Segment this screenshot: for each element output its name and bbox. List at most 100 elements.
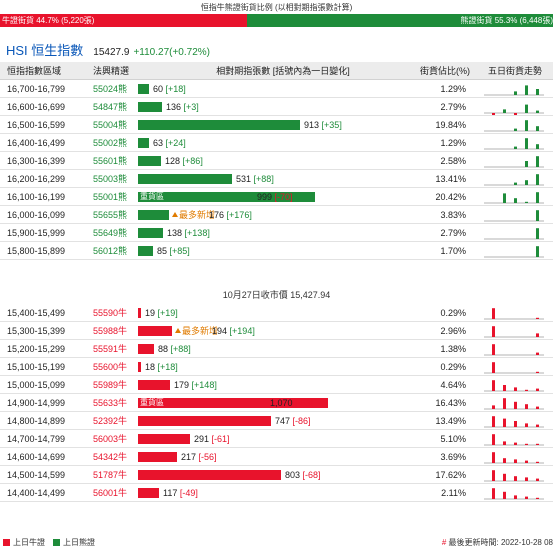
pct-cell: 5.10% [440, 434, 466, 444]
contracts-cell: 最多新增 194 [+194] [138, 322, 428, 340]
range-cell: 15,000-15,099 [7, 380, 66, 390]
sparkline-bar [536, 443, 539, 445]
contracts-value: 60 [153, 84, 164, 94]
sparkline-bar [536, 246, 539, 257]
table-row: 16,400-16,499 55002熊 63 [+24] 1.29% [0, 134, 553, 152]
warrant-code-link[interactable]: 55590牛 [93, 308, 128, 318]
most-added-tag: 最多新增 [172, 206, 215, 224]
contracts-delta: [-70] [274, 192, 293, 202]
trend-sparkline [484, 206, 546, 224]
trend-sparkline [484, 412, 546, 430]
contracts-label: 194 [+194] [212, 322, 255, 340]
triangle-up-icon [175, 328, 181, 333]
table-row: 15,000-15,099 55989牛 179 [+148] 4.64% [0, 376, 553, 394]
table-row: 15,400-15,499 55590牛 19 [+19] 0.29% [0, 304, 553, 322]
pct-cell: 1.29% [440, 138, 466, 148]
warrant-code-link[interactable]: 55001熊 [93, 192, 128, 202]
warrant-code-link[interactable]: 56001牛 [93, 488, 128, 498]
warrant-code-link[interactable]: 55004熊 [93, 120, 128, 130]
contracts-value: 128 [165, 156, 181, 166]
pct-cell: 3.83% [440, 210, 466, 220]
warrant-code-link[interactable]: 55600牛 [93, 362, 128, 372]
warrant-code-link[interactable]: 55024熊 [93, 84, 128, 94]
table-row: 15,900-15,999 55649熊 138 [+138] 2.79% [0, 224, 553, 242]
contracts-cell: 最多新增 176 [+176] [138, 206, 428, 224]
contracts-delta: [-61] [211, 434, 230, 444]
sparkline-bar [514, 198, 517, 203]
warrant-code-link[interactable]: 55989牛 [93, 380, 128, 390]
legend-bear: 上日熊證 [53, 537, 95, 548]
range-cell: 14,800-14,899 [7, 416, 66, 426]
column-header-code: 法興精選 [93, 66, 130, 76]
range-cell: 14,900-14,999 [7, 398, 66, 408]
pct-cell: 17.62% [435, 470, 466, 480]
contracts-label: 117 [-49] [163, 484, 198, 502]
pct-cell: 1.29% [440, 84, 466, 94]
sparkline-bar [514, 476, 517, 481]
range-cell: 16,200-16,299 [7, 174, 66, 184]
warrant-code-link[interactable]: 56003牛 [93, 434, 128, 444]
warrant-code-link[interactable]: 51787牛 [93, 470, 128, 480]
contracts-label: 19 [+19] [145, 304, 178, 322]
trend-sparkline [484, 394, 546, 412]
bear-rows: 16,700-16,799 55024熊 60 [+18] 1.29% 16,600-1… [0, 80, 553, 260]
warrant-code-link[interactable]: 55601熊 [93, 156, 128, 166]
warrant-code-link[interactable]: 55003熊 [93, 174, 128, 184]
warrant-code-link[interactable]: 55002熊 [93, 138, 128, 148]
trend-sparkline [484, 376, 546, 394]
warrant-code-link[interactable]: 54847熊 [93, 102, 128, 112]
table-row: 14,800-14,899 52392牛 747 [-86] 13.49% [0, 412, 553, 430]
contracts-cell: 217 [-56] [138, 448, 428, 466]
contracts-value: 194 [212, 326, 228, 336]
trend-sparkline [484, 304, 546, 322]
triangle-up-icon [172, 212, 178, 217]
warrant-code-link[interactable]: 55988牛 [93, 326, 128, 336]
contracts-bar [138, 470, 281, 480]
pct-cell: 2.79% [440, 102, 466, 112]
contracts-delta: [-49] [179, 488, 198, 498]
sparkline-chart [484, 434, 544, 446]
contracts-bar [138, 192, 315, 202]
sparkline-bar [514, 91, 517, 95]
warrant-code-link[interactable]: 55591牛 [93, 344, 128, 354]
contracts-label: 803 [-68] [285, 466, 321, 484]
warrant-code-link[interactable]: 56012熊 [93, 246, 128, 256]
index-name[interactable]: HSI 恒生指數 [6, 43, 84, 58]
sparkline-bar [536, 406, 539, 409]
sparkline-bar [514, 442, 517, 445]
sparkline-bar [503, 418, 506, 427]
sparkline-chart [484, 362, 544, 374]
trend-sparkline [484, 80, 546, 98]
column-header-range: 恒指指數區域 [7, 66, 62, 76]
table-row: 15,800-15,899 56012熊 85 [+85] 1.70% [0, 242, 553, 260]
trend-sparkline [484, 358, 546, 376]
contracts-label: 18 [+18] [145, 358, 178, 376]
legend-bear-label: 上日熊證 [63, 538, 95, 547]
contracts-value: 19 [145, 308, 156, 318]
contracts-value: 179 [174, 380, 190, 390]
sparkline-bar [536, 174, 539, 185]
contracts-label: 179 [+148] [174, 376, 217, 394]
trend-sparkline [484, 152, 546, 170]
warrant-code-link[interactable]: 55633牛 [93, 398, 128, 408]
table-row: 14,900-14,999 55633牛 重貨區 1,070 [-53] 16.43% [0, 394, 553, 412]
contracts-value: 999 [257, 192, 273, 202]
column-header-trend: 五日街貨走勢 [488, 66, 543, 76]
warrant-code-link[interactable]: 52392牛 [93, 416, 128, 426]
sparkline-bar [514, 387, 517, 391]
contracts-bar [138, 102, 162, 112]
trend-sparkline [484, 242, 546, 260]
table-row: 15,300-15,399 55988牛 最多新增 194 [+194] 2.96% [0, 322, 553, 340]
contracts-bar [138, 120, 300, 130]
most-added-label: 最多新增 [182, 326, 219, 336]
bear-table: 恒指指數區域 法興精選 相對期指張數 [括號內為一日變化] 街貨佔比(%) 五日… [0, 62, 553, 260]
warrant-code-link[interactable]: 55655熊 [93, 210, 128, 220]
sparkline-bar [492, 113, 495, 115]
contracts-cell: 136 [+3] [138, 98, 428, 116]
warrant-code-link[interactable]: 54342牛 [93, 452, 128, 462]
table-row: 16,700-16,799 55024熊 60 [+18] 1.29% [0, 80, 553, 98]
contracts-delta: [+86] [182, 156, 203, 166]
column-header-contracts: 相對期指張數 [括號內為一日變化] [216, 66, 350, 76]
trend-sparkline [484, 466, 546, 484]
warrant-code-link[interactable]: 55649熊 [93, 228, 128, 238]
